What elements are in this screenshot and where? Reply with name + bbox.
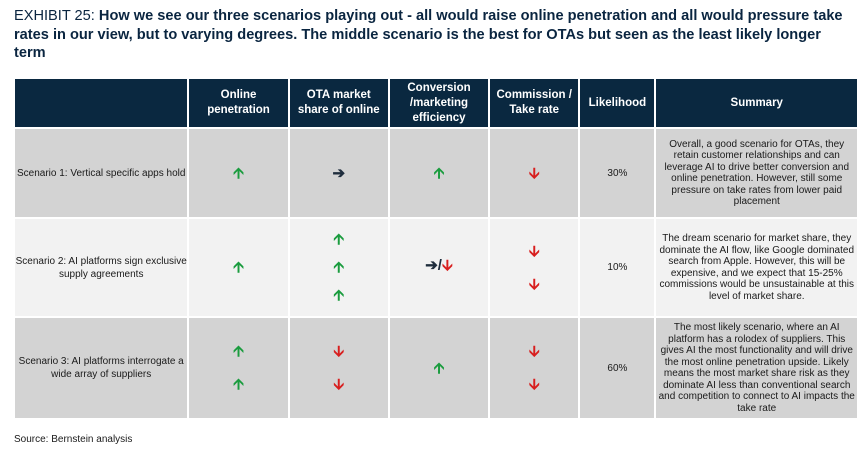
arrow-down-icon: 🡫 [528,343,540,360]
arrow-up-icon: 🡩 [233,164,244,182]
header-summary: Summary [656,79,857,129]
arrow-down-icon: 🡫 [528,275,540,293]
arrow-up-icon: 🡩 [433,164,445,182]
arrow-down-icon: 🡫 [333,343,345,360]
header-commission: Commission / Take rate [490,79,579,129]
arrow-right-icon: ➔ [332,164,346,182]
conversion-cell: 🡩 [389,129,489,219]
arrow-down-icon: 🡫 [528,242,540,260]
table-row: Scenario 1: Vertical specific apps hold … [15,129,857,219]
exhibit-title: EXHIBIT 25: How we see our three scenari… [14,7,854,63]
exhibit-label: EXHIBIT 25: [14,8,95,24]
table-row: Scenario 3: AI platforms interrogate a w… [15,318,857,420]
arrow-down-icon: 🡫 [441,257,453,274]
arrow-up-icon: 🡩 [333,231,345,248]
summary-cell: The most likely scenario, where an AI pl… [656,318,857,420]
online-penetration-cell: 🡩 [189,219,288,318]
commission-cell: 🡫 🡫 [490,318,579,420]
scenario-cell: Scenario 1: Vertical specific apps hold [15,129,188,219]
header-online-penetration: Online penetration [189,79,288,129]
likelihood-cell: 10% [580,219,655,318]
arrow-up-icon: 🡩 [333,287,345,304]
commission-cell: 🡫 [490,129,579,219]
commission-cell: 🡫 🡫 [490,219,579,318]
source-note: Source: Bernstein analysis [14,434,133,445]
arrow-up-icon: 🡩 [233,376,244,393]
table-row: Scenario 2: AI platforms sign exclusive … [15,219,857,318]
online-penetration-cell: 🡩 [189,129,288,219]
exhibit-title-text: How we see our three scenarios playing o… [14,8,843,61]
likelihood-cell: 30% [580,129,655,219]
ota-share-cell: ➔ [289,129,388,219]
likelihood-cell: 60% [580,318,655,420]
arrow-down-icon: 🡫 [528,376,540,393]
slash-separator: / [437,257,442,274]
header-likelihood: Likelihood [580,79,655,129]
arrow-down-icon: 🡫 [528,164,540,182]
online-penetration-cell: 🡩 🡩 [189,318,288,420]
arrow-down-icon: 🡫 [333,376,345,393]
scenario-cell: Scenario 2: AI platforms sign exclusive … [15,219,188,318]
header-blank [15,79,188,129]
arrow-up-icon: 🡩 [333,259,345,276]
summary-cell: Overall, a good scenario for OTAs, they … [656,129,857,219]
header-conversion: Conversion /marketing efficiency [389,79,489,129]
arrow-right-icon: ➔ [425,257,438,274]
scenario-cell: Scenario 3: AI platforms interrogate a w… [15,318,188,420]
ota-share-cell: 🡩 🡩 🡩 [289,219,388,318]
arrow-up-icon: 🡩 [433,359,445,377]
header-ota-market-share: OTA market share of online [289,79,388,129]
scenario-table: Online penetration OTA market share of o… [13,79,859,420]
arrow-up-icon: 🡩 [233,259,244,276]
arrow-up-icon: 🡩 [233,343,244,360]
conversion-cell: 🡩 [389,318,489,420]
ota-share-cell: 🡫 🡫 [289,318,388,420]
conversion-cell: ➔/🡫 [389,219,489,318]
table-header-row: Online penetration OTA market share of o… [15,79,857,129]
summary-cell: The dream scenario for market share, the… [656,219,857,318]
